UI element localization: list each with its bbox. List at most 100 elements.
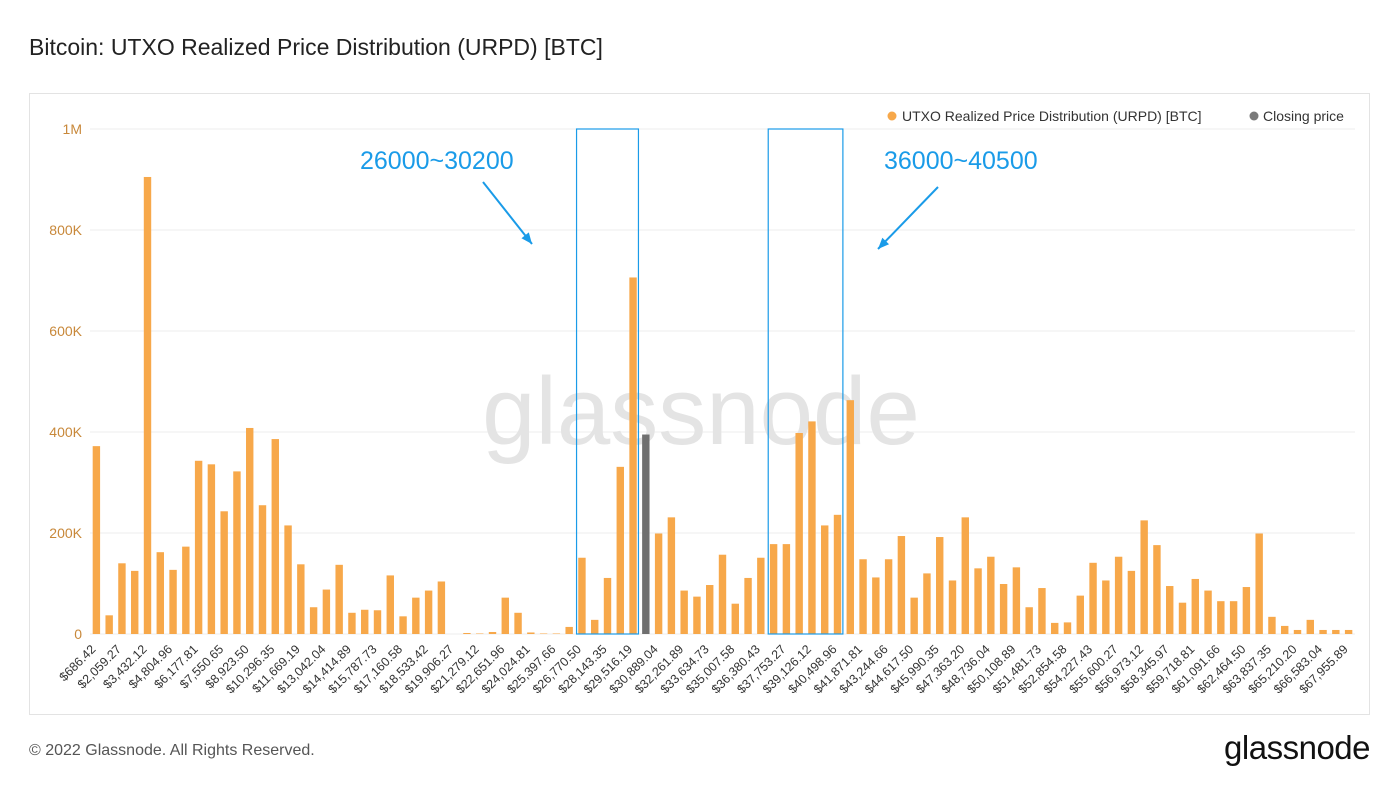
bar[interactable] bbox=[910, 597, 918, 634]
bar[interactable] bbox=[271, 439, 279, 634]
bar[interactable] bbox=[1293, 629, 1302, 634]
bar[interactable] bbox=[373, 610, 382, 634]
bar[interactable] bbox=[105, 615, 113, 634]
bar[interactable] bbox=[501, 597, 509, 634]
bar[interactable] bbox=[654, 533, 663, 634]
bar[interactable] bbox=[731, 603, 739, 634]
bar[interactable] bbox=[1242, 587, 1251, 634]
bar[interactable] bbox=[309, 607, 318, 634]
bar[interactable] bbox=[348, 612, 356, 634]
bar[interactable] bbox=[92, 446, 101, 634]
bar[interactable] bbox=[821, 525, 829, 634]
bar[interactable] bbox=[1089, 562, 1097, 634]
bar[interactable] bbox=[1191, 578, 1199, 634]
bar[interactable] bbox=[795, 433, 803, 634]
bar[interactable] bbox=[412, 597, 420, 634]
bar[interactable] bbox=[1319, 629, 1327, 634]
bar[interactable] bbox=[884, 559, 893, 634]
bar[interactable] bbox=[1268, 616, 1276, 634]
bar[interactable] bbox=[948, 580, 957, 634]
bar[interactable] bbox=[488, 631, 497, 634]
bar[interactable] bbox=[361, 609, 369, 634]
bar[interactable] bbox=[1332, 629, 1340, 634]
bar[interactable] bbox=[194, 460, 203, 634]
bar[interactable] bbox=[680, 590, 688, 634]
bar[interactable] bbox=[1166, 586, 1174, 634]
bar[interactable] bbox=[782, 544, 791, 634]
legend[interactable]: UTXO Realized Price Distribution (URPD) … bbox=[887, 108, 1345, 124]
bar[interactable] bbox=[667, 517, 676, 634]
bar[interactable] bbox=[1178, 602, 1187, 634]
bar[interactable] bbox=[1025, 607, 1033, 634]
bar[interactable] bbox=[207, 464, 216, 634]
bar[interactable] bbox=[1076, 595, 1084, 634]
bar[interactable] bbox=[246, 427, 254, 634]
bar[interactable] bbox=[182, 546, 190, 634]
bar[interactable] bbox=[1063, 622, 1072, 634]
bar[interactable] bbox=[1229, 601, 1238, 634]
bar[interactable] bbox=[1255, 533, 1263, 634]
bar[interactable] bbox=[131, 570, 139, 634]
bar[interactable] bbox=[118, 563, 126, 634]
bar[interactable] bbox=[476, 633, 484, 634]
bar[interactable] bbox=[322, 589, 331, 634]
legend-label-urpd[interactable]: UTXO Realized Price Distribution (URPD) … bbox=[902, 108, 1202, 124]
bar[interactable] bbox=[399, 616, 407, 634]
bar[interactable] bbox=[1038, 588, 1046, 634]
bar[interactable] bbox=[514, 612, 522, 634]
bar[interactable] bbox=[629, 277, 637, 634]
bar[interactable] bbox=[463, 632, 471, 634]
bar[interactable] bbox=[156, 552, 164, 634]
bar[interactable] bbox=[693, 596, 701, 634]
bar[interactable] bbox=[923, 573, 931, 634]
bar[interactable] bbox=[1306, 619, 1314, 634]
bar[interactable] bbox=[1012, 567, 1021, 634]
bar[interactable] bbox=[872, 577, 880, 634]
bar[interactable] bbox=[220, 511, 228, 634]
legend-label-closing[interactable]: Closing price bbox=[1263, 108, 1344, 124]
bar[interactable] bbox=[591, 619, 599, 634]
bar[interactable] bbox=[527, 632, 535, 634]
bar[interactable] bbox=[974, 568, 982, 634]
bar[interactable] bbox=[833, 514, 842, 634]
bar[interactable] bbox=[936, 537, 944, 634]
bar[interactable] bbox=[1102, 580, 1110, 634]
bar[interactable] bbox=[1153, 545, 1161, 634]
bar[interactable] bbox=[706, 585, 714, 634]
bar[interactable] bbox=[539, 633, 548, 634]
bar[interactable] bbox=[961, 517, 969, 634]
bar[interactable] bbox=[718, 554, 727, 634]
bar[interactable] bbox=[769, 544, 778, 634]
bar[interactable] bbox=[1281, 625, 1289, 634]
bar[interactable] bbox=[999, 584, 1008, 634]
bar[interactable] bbox=[552, 633, 561, 634]
bar[interactable] bbox=[1114, 556, 1123, 634]
bar[interactable] bbox=[258, 505, 267, 634]
bar[interactable] bbox=[386, 575, 394, 634]
bar[interactable] bbox=[859, 559, 867, 634]
bar[interactable] bbox=[1127, 570, 1136, 634]
bar[interactable] bbox=[846, 400, 854, 634]
bar[interactable] bbox=[565, 626, 573, 634]
glassnode-logo[interactable]: glassnode bbox=[1224, 729, 1370, 766]
bar[interactable] bbox=[578, 557, 586, 634]
bar[interactable] bbox=[297, 564, 305, 634]
bar[interactable] bbox=[437, 581, 446, 634]
closing-price-bar[interactable] bbox=[642, 434, 650, 634]
bar[interactable] bbox=[1204, 590, 1212, 634]
bar[interactable] bbox=[143, 176, 152, 634]
bar[interactable] bbox=[233, 471, 241, 634]
bar[interactable] bbox=[603, 577, 612, 634]
bar[interactable] bbox=[987, 556, 995, 634]
bar[interactable] bbox=[744, 577, 752, 634]
bar[interactable] bbox=[1217, 601, 1225, 634]
bar[interactable] bbox=[1051, 622, 1059, 634]
bar[interactable] bbox=[757, 557, 765, 634]
bar[interactable] bbox=[616, 466, 624, 634]
bar[interactable] bbox=[897, 536, 906, 634]
bar[interactable] bbox=[284, 525, 292, 634]
bar[interactable] bbox=[1140, 520, 1148, 634]
bar[interactable] bbox=[335, 564, 343, 634]
bar[interactable] bbox=[808, 421, 816, 634]
bar[interactable] bbox=[424, 590, 433, 634]
